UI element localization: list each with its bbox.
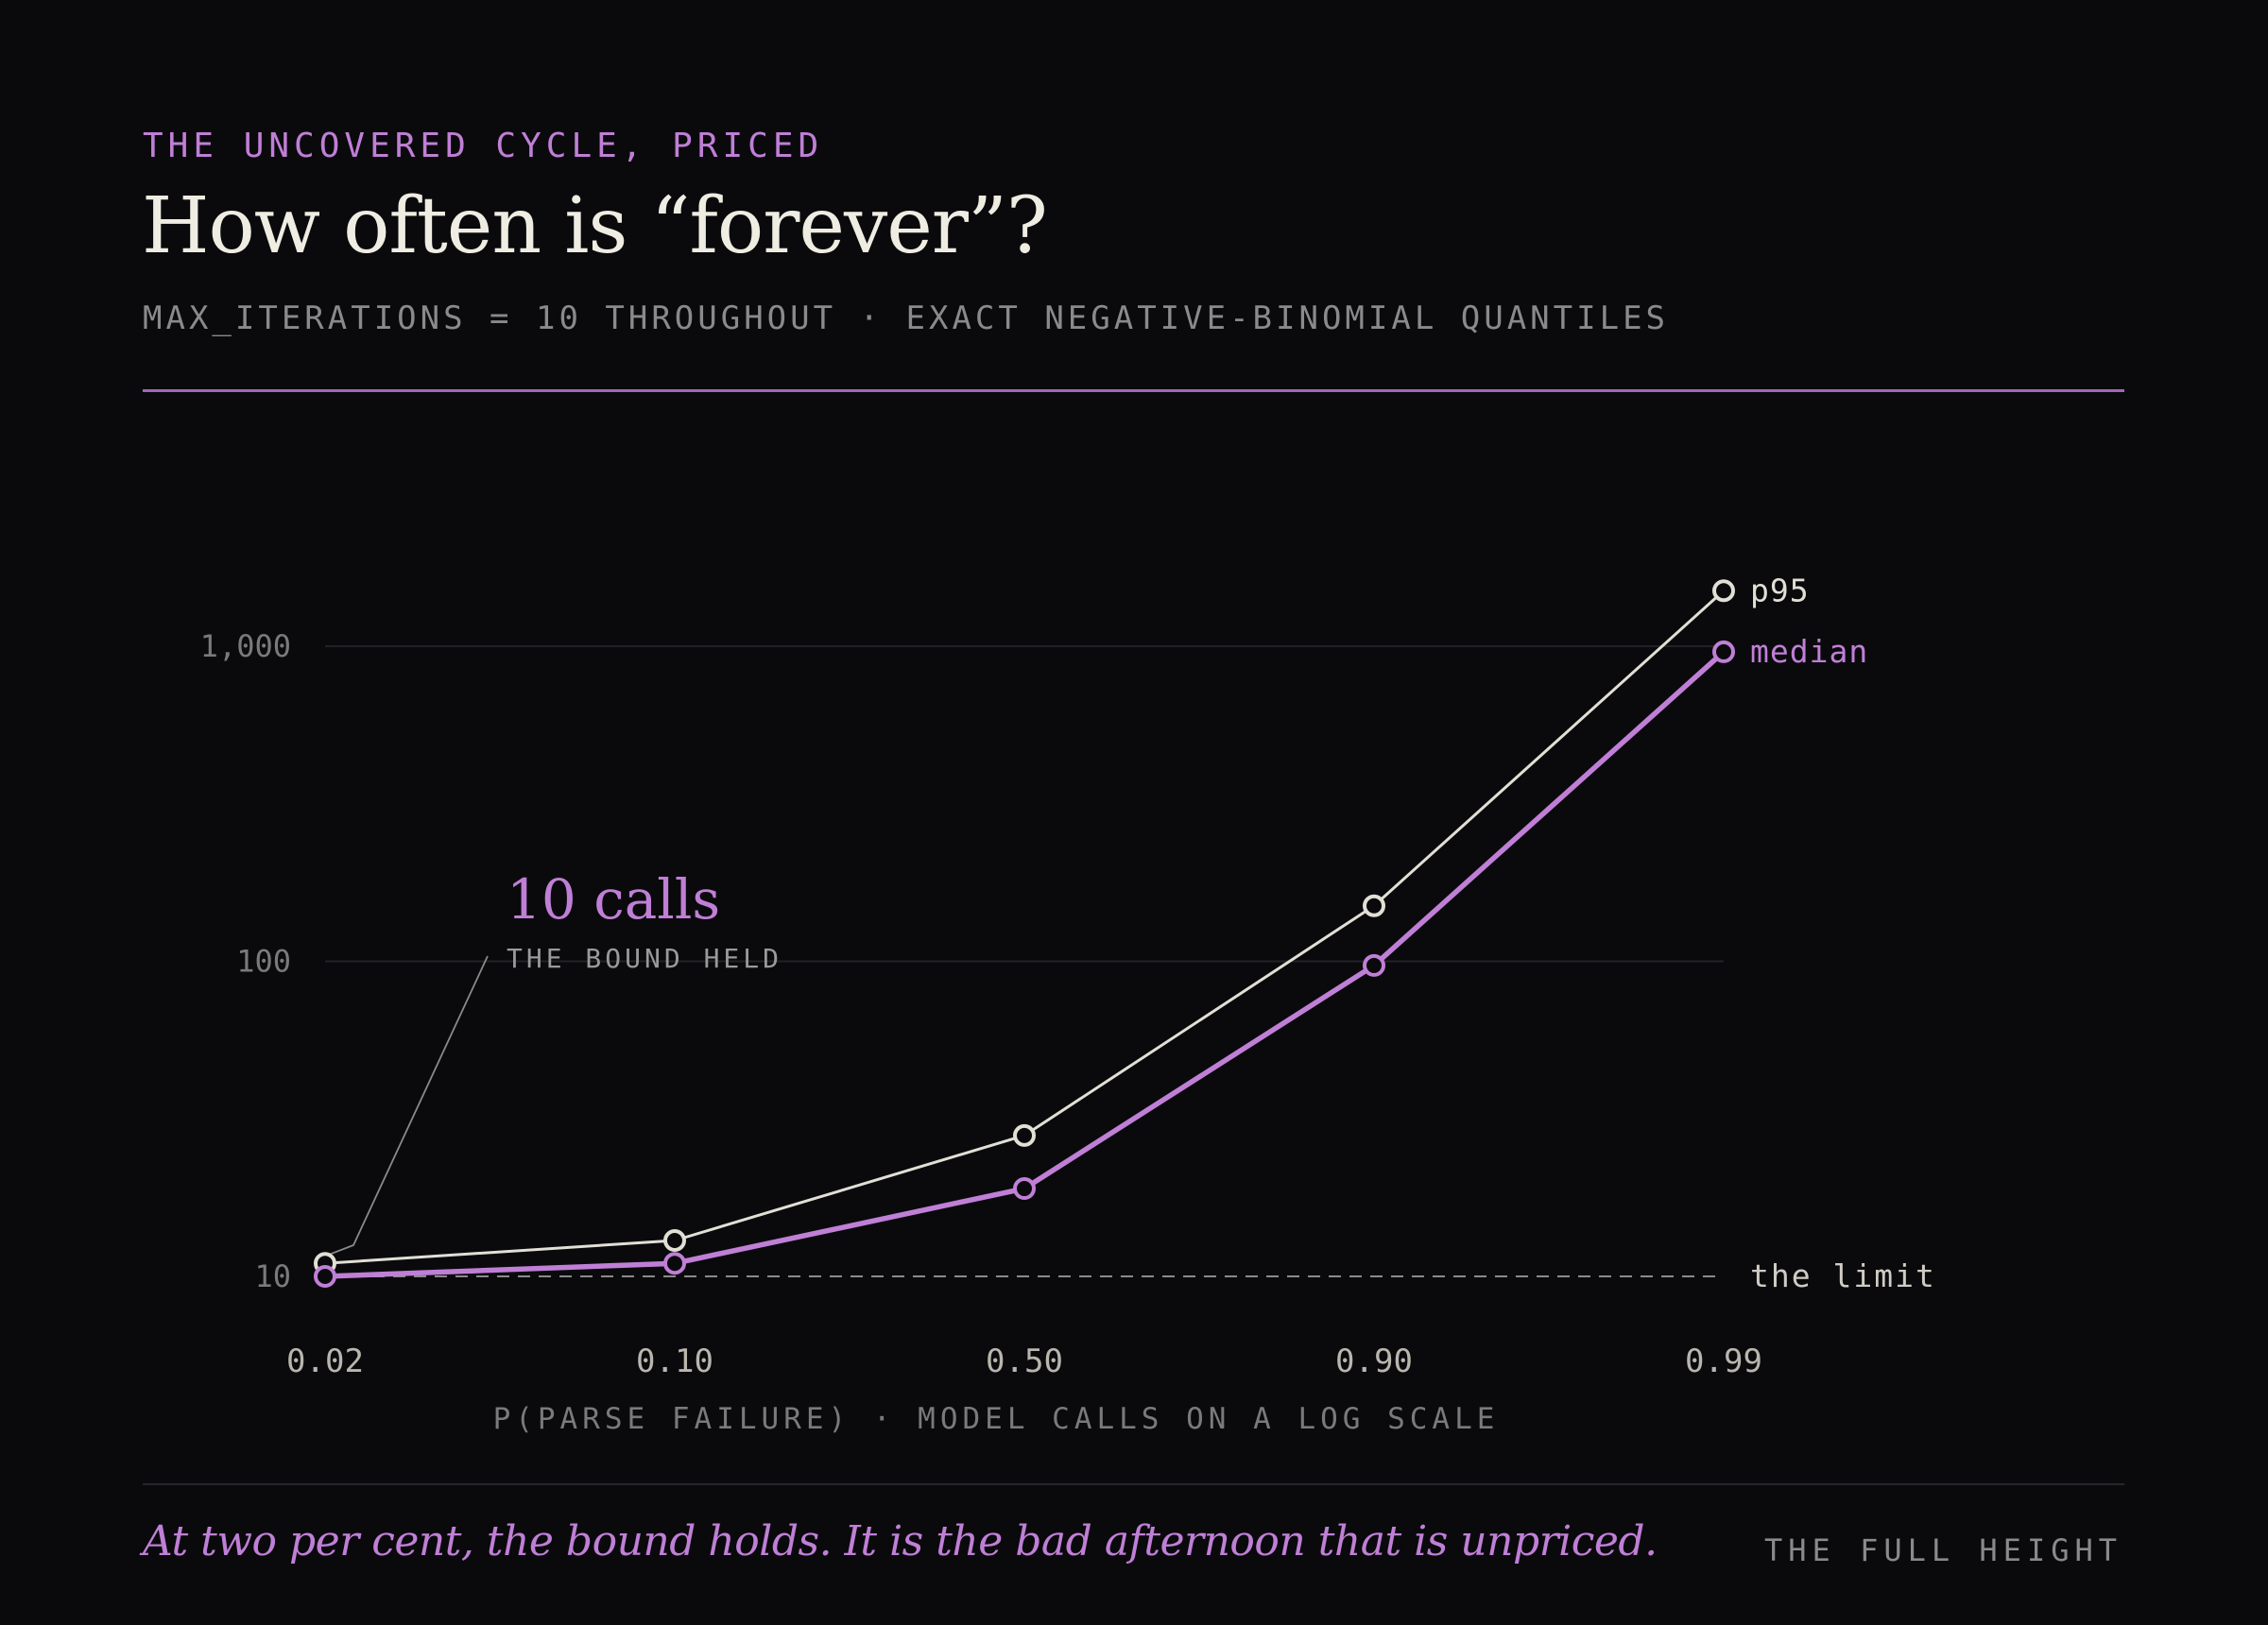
series-label-p95: p95 [1750, 572, 1810, 608]
footer-tag: THE FULL HEIGHT [1764, 1532, 2122, 1568]
point-median-0.50 [1013, 1177, 1036, 1201]
chart-title: How often is “forever”? [142, 181, 1048, 271]
x-tick-label-0.99: 0.99 [1685, 1343, 1762, 1380]
annotation-leader-line [330, 955, 489, 1256]
point-p95-0.99 [1712, 579, 1735, 603]
x-tick-label-0.50: 0.50 [986, 1343, 1063, 1380]
footnote: At two per cent, the bound holds. It is … [143, 1517, 1658, 1565]
x-tick-label-0.90: 0.90 [1335, 1343, 1413, 1380]
limit-label: the limit [1750, 1257, 1936, 1294]
chart-kicker: THE UNCOVERED CYCLE, PRICED [143, 127, 824, 165]
footer-rule [143, 1483, 2124, 1485]
y-axis-ticks: 10 100 1,000 [200, 628, 291, 1294]
point-median-0.02 [314, 1265, 336, 1288]
point-p95-0.90 [1363, 894, 1385, 917]
x-axis-ticks: 0.02 0.10 0.50 0.90 0.99 [286, 1343, 1762, 1380]
point-median-0.10 [663, 1252, 686, 1275]
reference-layer: the limit [331, 1257, 1936, 1294]
point-median-0.99 [1712, 640, 1735, 663]
x-axis-label: P(PARSE FAILURE) · MODEL CALLS ON A LOG … [493, 1402, 1500, 1436]
x-tick-label-0.10: 0.10 [636, 1343, 713, 1380]
series-layer: p95 median [314, 572, 1868, 1288]
annotation-caption: THE BOUND HELD [507, 943, 782, 974]
x-tick-label-0.02: 0.02 [286, 1343, 364, 1380]
header-rule [143, 389, 2124, 392]
chart-subtitle: MAX_ITERATIONS = 10 THROUGHOUT · EXACT N… [143, 299, 1670, 337]
series-label-median: median [1750, 633, 1868, 670]
annotation-layer: 10 calls THE BOUND HELD [330, 867, 782, 1256]
grid-layer [325, 645, 1724, 963]
y-tick-label-100: 100 [236, 944, 291, 980]
y-tick-label-10: 10 [254, 1258, 291, 1294]
point-p95-0.10 [663, 1228, 686, 1252]
y-tick-label-1000: 1,000 [200, 628, 291, 664]
point-p95-0.50 [1013, 1123, 1036, 1147]
annotation-headline: 10 calls [507, 867, 720, 932]
point-median-0.90 [1363, 953, 1385, 977]
